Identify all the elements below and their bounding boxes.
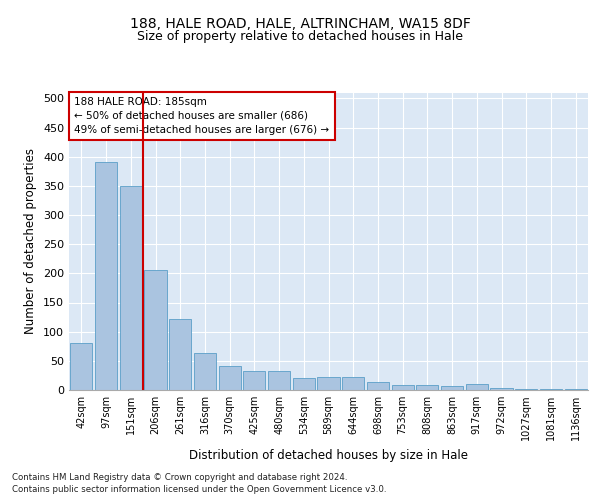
Bar — [367, 382, 389, 390]
Bar — [441, 386, 463, 390]
Bar — [243, 372, 265, 390]
Text: Size of property relative to detached houses in Hale: Size of property relative to detached ho… — [137, 30, 463, 43]
Bar — [119, 186, 142, 390]
Bar — [466, 384, 488, 390]
Bar — [293, 378, 315, 390]
X-axis label: Distribution of detached houses by size in Hale: Distribution of detached houses by size … — [189, 448, 468, 462]
Bar — [145, 270, 167, 390]
Bar — [194, 353, 216, 390]
Bar — [416, 386, 439, 390]
Y-axis label: Number of detached properties: Number of detached properties — [25, 148, 37, 334]
Text: Contains HM Land Registry data © Crown copyright and database right 2024.: Contains HM Land Registry data © Crown c… — [12, 472, 347, 482]
Text: 188 HALE ROAD: 185sqm
← 50% of detached houses are smaller (686)
49% of semi-det: 188 HALE ROAD: 185sqm ← 50% of detached … — [74, 97, 329, 135]
Bar — [540, 389, 562, 390]
Bar — [268, 372, 290, 390]
Text: 188, HALE ROAD, HALE, ALTRINCHAM, WA15 8DF: 188, HALE ROAD, HALE, ALTRINCHAM, WA15 8… — [130, 18, 470, 32]
Bar — [169, 319, 191, 390]
Bar — [317, 376, 340, 390]
Bar — [490, 388, 512, 390]
Text: Contains public sector information licensed under the Open Government Licence v3: Contains public sector information licen… — [12, 485, 386, 494]
Bar — [70, 344, 92, 390]
Bar — [218, 366, 241, 390]
Bar — [515, 389, 538, 390]
Bar — [95, 162, 117, 390]
Bar — [342, 376, 364, 390]
Bar — [392, 386, 414, 390]
